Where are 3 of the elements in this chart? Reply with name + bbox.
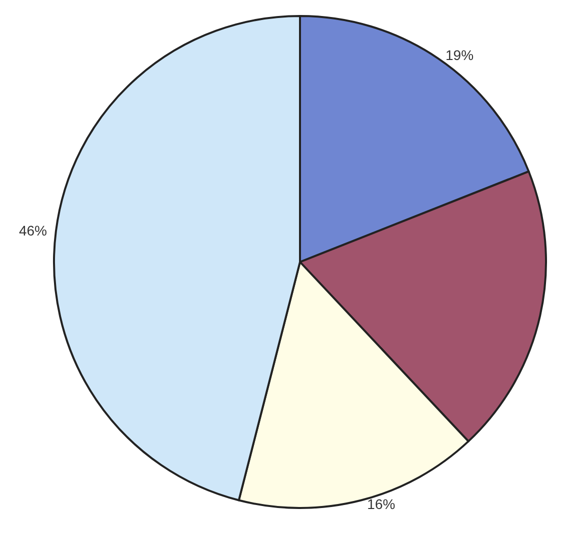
data-label: 16% — [367, 496, 396, 512]
data-label: 19% — [446, 47, 474, 64]
data-label: 46% — [18, 222, 47, 239]
